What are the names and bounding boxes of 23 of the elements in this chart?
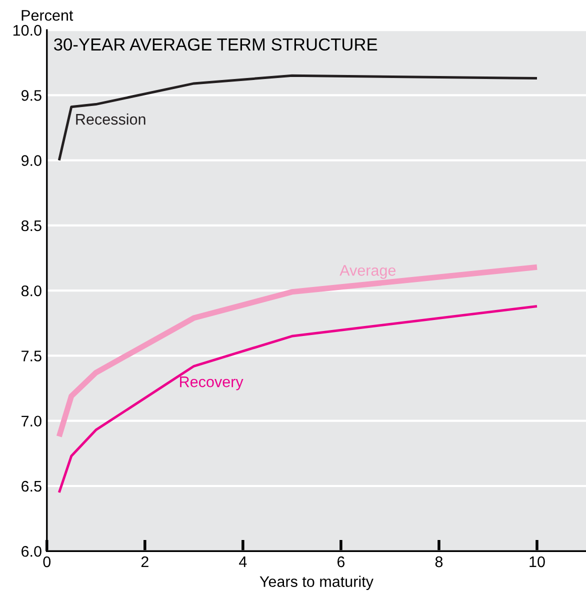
chart-title: 30-YEAR AVERAGE TERM STRUCTURE	[54, 38, 378, 51]
y-tick-label: 6.0	[22, 546, 42, 557]
x-tick-label: 6	[337, 556, 345, 568]
x-tick-label: 4	[239, 556, 247, 568]
x-tick-label: 2	[141, 556, 148, 568]
x-tick-label: 10	[530, 556, 545, 568]
y-tick-label: 6.5	[22, 480, 42, 492]
series-label: Recovery	[180, 376, 244, 390]
x-tick-label: 8	[435, 556, 443, 568]
y-tick-label: 9.5	[22, 90, 42, 101]
x-axis-title: Years to maturity	[260, 576, 374, 590]
y-tick-label: 7.0	[22, 416, 42, 427]
y-tick-label: 10.0	[13, 24, 42, 36]
line-series	[58, 74, 538, 162]
series-label: Average	[340, 265, 396, 279]
y-tick-label: 7.5	[22, 350, 42, 362]
y-tick-label: 8.5	[21, 220, 42, 232]
x-tick-label: 0	[43, 556, 51, 568]
line-series	[58, 304, 538, 494]
y-axis-title: Percent	[22, 10, 74, 21]
series-label: Recession	[76, 114, 146, 125]
y-tick-label: 8.0	[21, 285, 42, 296]
y-tick-label: 9.0	[22, 155, 42, 166]
